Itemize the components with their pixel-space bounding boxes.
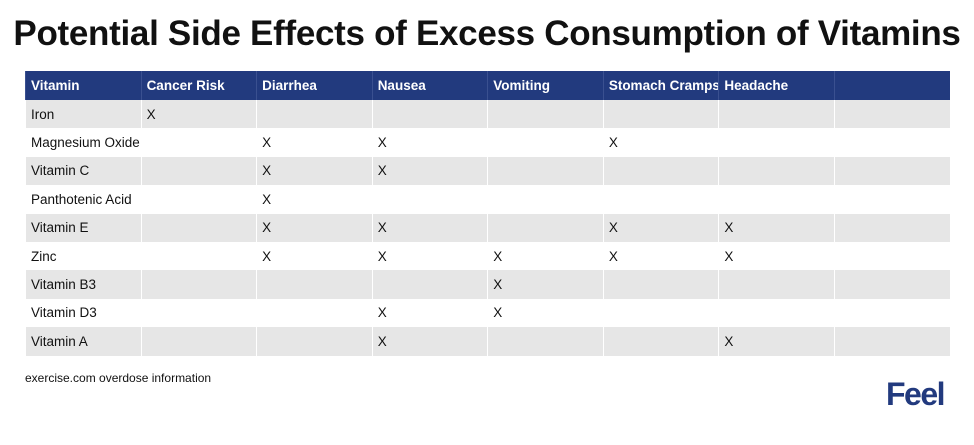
- effect-cell: [256, 270, 373, 299]
- effect-cell: [140, 327, 257, 356]
- effect-cell: [140, 185, 257, 214]
- effect-cell: X: [602, 241, 719, 271]
- effect-cell: [718, 128, 835, 157]
- effect-cell: [718, 270, 835, 299]
- effect-cell: X: [371, 241, 488, 271]
- blank-cell: [833, 298, 950, 328]
- header-cell: Vomiting: [487, 71, 604, 100]
- header-cell: Stomach Cramps: [602, 71, 719, 100]
- vitamin-cell: Vitamin C: [25, 156, 142, 186]
- effect-cell: X: [718, 241, 835, 271]
- table-row: Zinc X X X X X: [25, 241, 950, 271]
- header-cell: Headache: [718, 71, 835, 100]
- effect-cell: [256, 298, 373, 328]
- vitamin-cell: Vitamin E: [25, 213, 142, 242]
- effect-cell: [140, 298, 257, 328]
- table-row: Vitamin A X X: [25, 327, 950, 356]
- side-effects-table: Vitamin Cancer Risk Diarrhea Nausea Vomiting…: [25, 71, 950, 356]
- blank-cell: [833, 185, 950, 214]
- vitamin-cell: Vitamin D3: [25, 298, 142, 328]
- effect-cell: X: [487, 241, 604, 271]
- header-row: Vitamin Cancer Risk Diarrhea Nausea Vomiting…: [25, 71, 950, 100]
- effect-cell: X: [256, 241, 373, 271]
- table-row: Vitamin B3 X: [25, 270, 950, 299]
- effect-cell: [140, 241, 257, 271]
- effect-cell: X: [371, 213, 488, 242]
- effect-cell: X: [602, 213, 719, 242]
- effect-cell: [718, 185, 835, 214]
- effect-cell: [602, 270, 719, 299]
- effect-cell: X: [256, 128, 373, 157]
- effect-cell: [256, 327, 373, 356]
- table-row: Iron X: [25, 100, 950, 129]
- blank-cell: [833, 128, 950, 157]
- effect-cell: [487, 100, 604, 129]
- effect-cell: X: [256, 185, 373, 214]
- blank-cell: [833, 156, 950, 186]
- effect-cell: [371, 270, 488, 299]
- effect-cell: [371, 100, 488, 129]
- blank-cell: [833, 241, 950, 271]
- effect-cell: [487, 327, 604, 356]
- vitamin-cell: Panthotenic Acid: [25, 185, 142, 214]
- table-row: Vitamin D3 X X: [25, 298, 950, 328]
- title: Potential Side Effects of Excess Consump…: [13, 14, 961, 53]
- effect-cell: [487, 128, 604, 157]
- logo: Feel: [885, 376, 946, 412]
- vitamin-cell: Vitamin B3: [25, 270, 142, 299]
- effect-cell: X: [140, 100, 257, 129]
- effect-cell: [718, 298, 835, 328]
- effect-cell: [602, 100, 719, 129]
- table-row: Panthotenic Acid X: [25, 185, 950, 214]
- effect-cell: X: [256, 213, 373, 242]
- effect-cell: [256, 100, 373, 129]
- vitamin-cell: Vitamin A: [25, 327, 142, 356]
- vitamin-cell: Zinc: [25, 241, 142, 271]
- header-cell: Cancer Risk: [140, 71, 257, 100]
- blank-cell: [833, 100, 950, 129]
- effect-cell: [718, 156, 835, 186]
- effect-cell: X: [371, 298, 488, 328]
- effect-cell: [140, 156, 257, 186]
- effect-cell: [718, 100, 835, 129]
- effect-cell: [140, 128, 257, 157]
- effect-cell: [602, 298, 719, 328]
- effect-cell: X: [718, 213, 835, 242]
- table-body: Iron X Magnesium Oxide X X X Vitamin C X X Pantho…: [25, 100, 950, 356]
- blank-cell: [833, 270, 950, 299]
- effect-cell: [487, 185, 604, 214]
- effect-cell: X: [371, 156, 488, 186]
- effect-cell: [140, 270, 257, 299]
- effect-cell: [602, 156, 719, 186]
- effect-cell: [487, 213, 604, 242]
- effect-cell: X: [371, 327, 488, 356]
- effect-cell: [602, 327, 719, 356]
- effect-cell: X: [371, 128, 488, 157]
- effect-cell: X: [487, 270, 604, 299]
- header-cell: Vitamin: [25, 71, 142, 100]
- table-row: Magnesium Oxide X X X: [25, 128, 950, 157]
- effect-cell: X: [718, 327, 835, 356]
- source: exercise.com overdose information: [25, 371, 212, 385]
- effect-cell: [487, 156, 604, 186]
- vitamin-cell: Magnesium Oxide: [25, 128, 142, 157]
- header-cell-blank: [833, 71, 950, 100]
- header-cell: Nausea: [371, 71, 488, 100]
- blank-cell: [833, 327, 950, 356]
- effect-cell: X: [602, 128, 719, 157]
- effect-cell: [140, 213, 257, 242]
- effect-cell: X: [256, 156, 373, 186]
- vitamin-cell: Iron: [25, 100, 142, 129]
- effect-cell: [602, 185, 719, 214]
- header-cell: Diarrhea: [256, 71, 373, 100]
- blank-cell: [833, 213, 950, 242]
- effect-cell: [371, 185, 488, 214]
- effect-cell: X: [487, 298, 604, 328]
